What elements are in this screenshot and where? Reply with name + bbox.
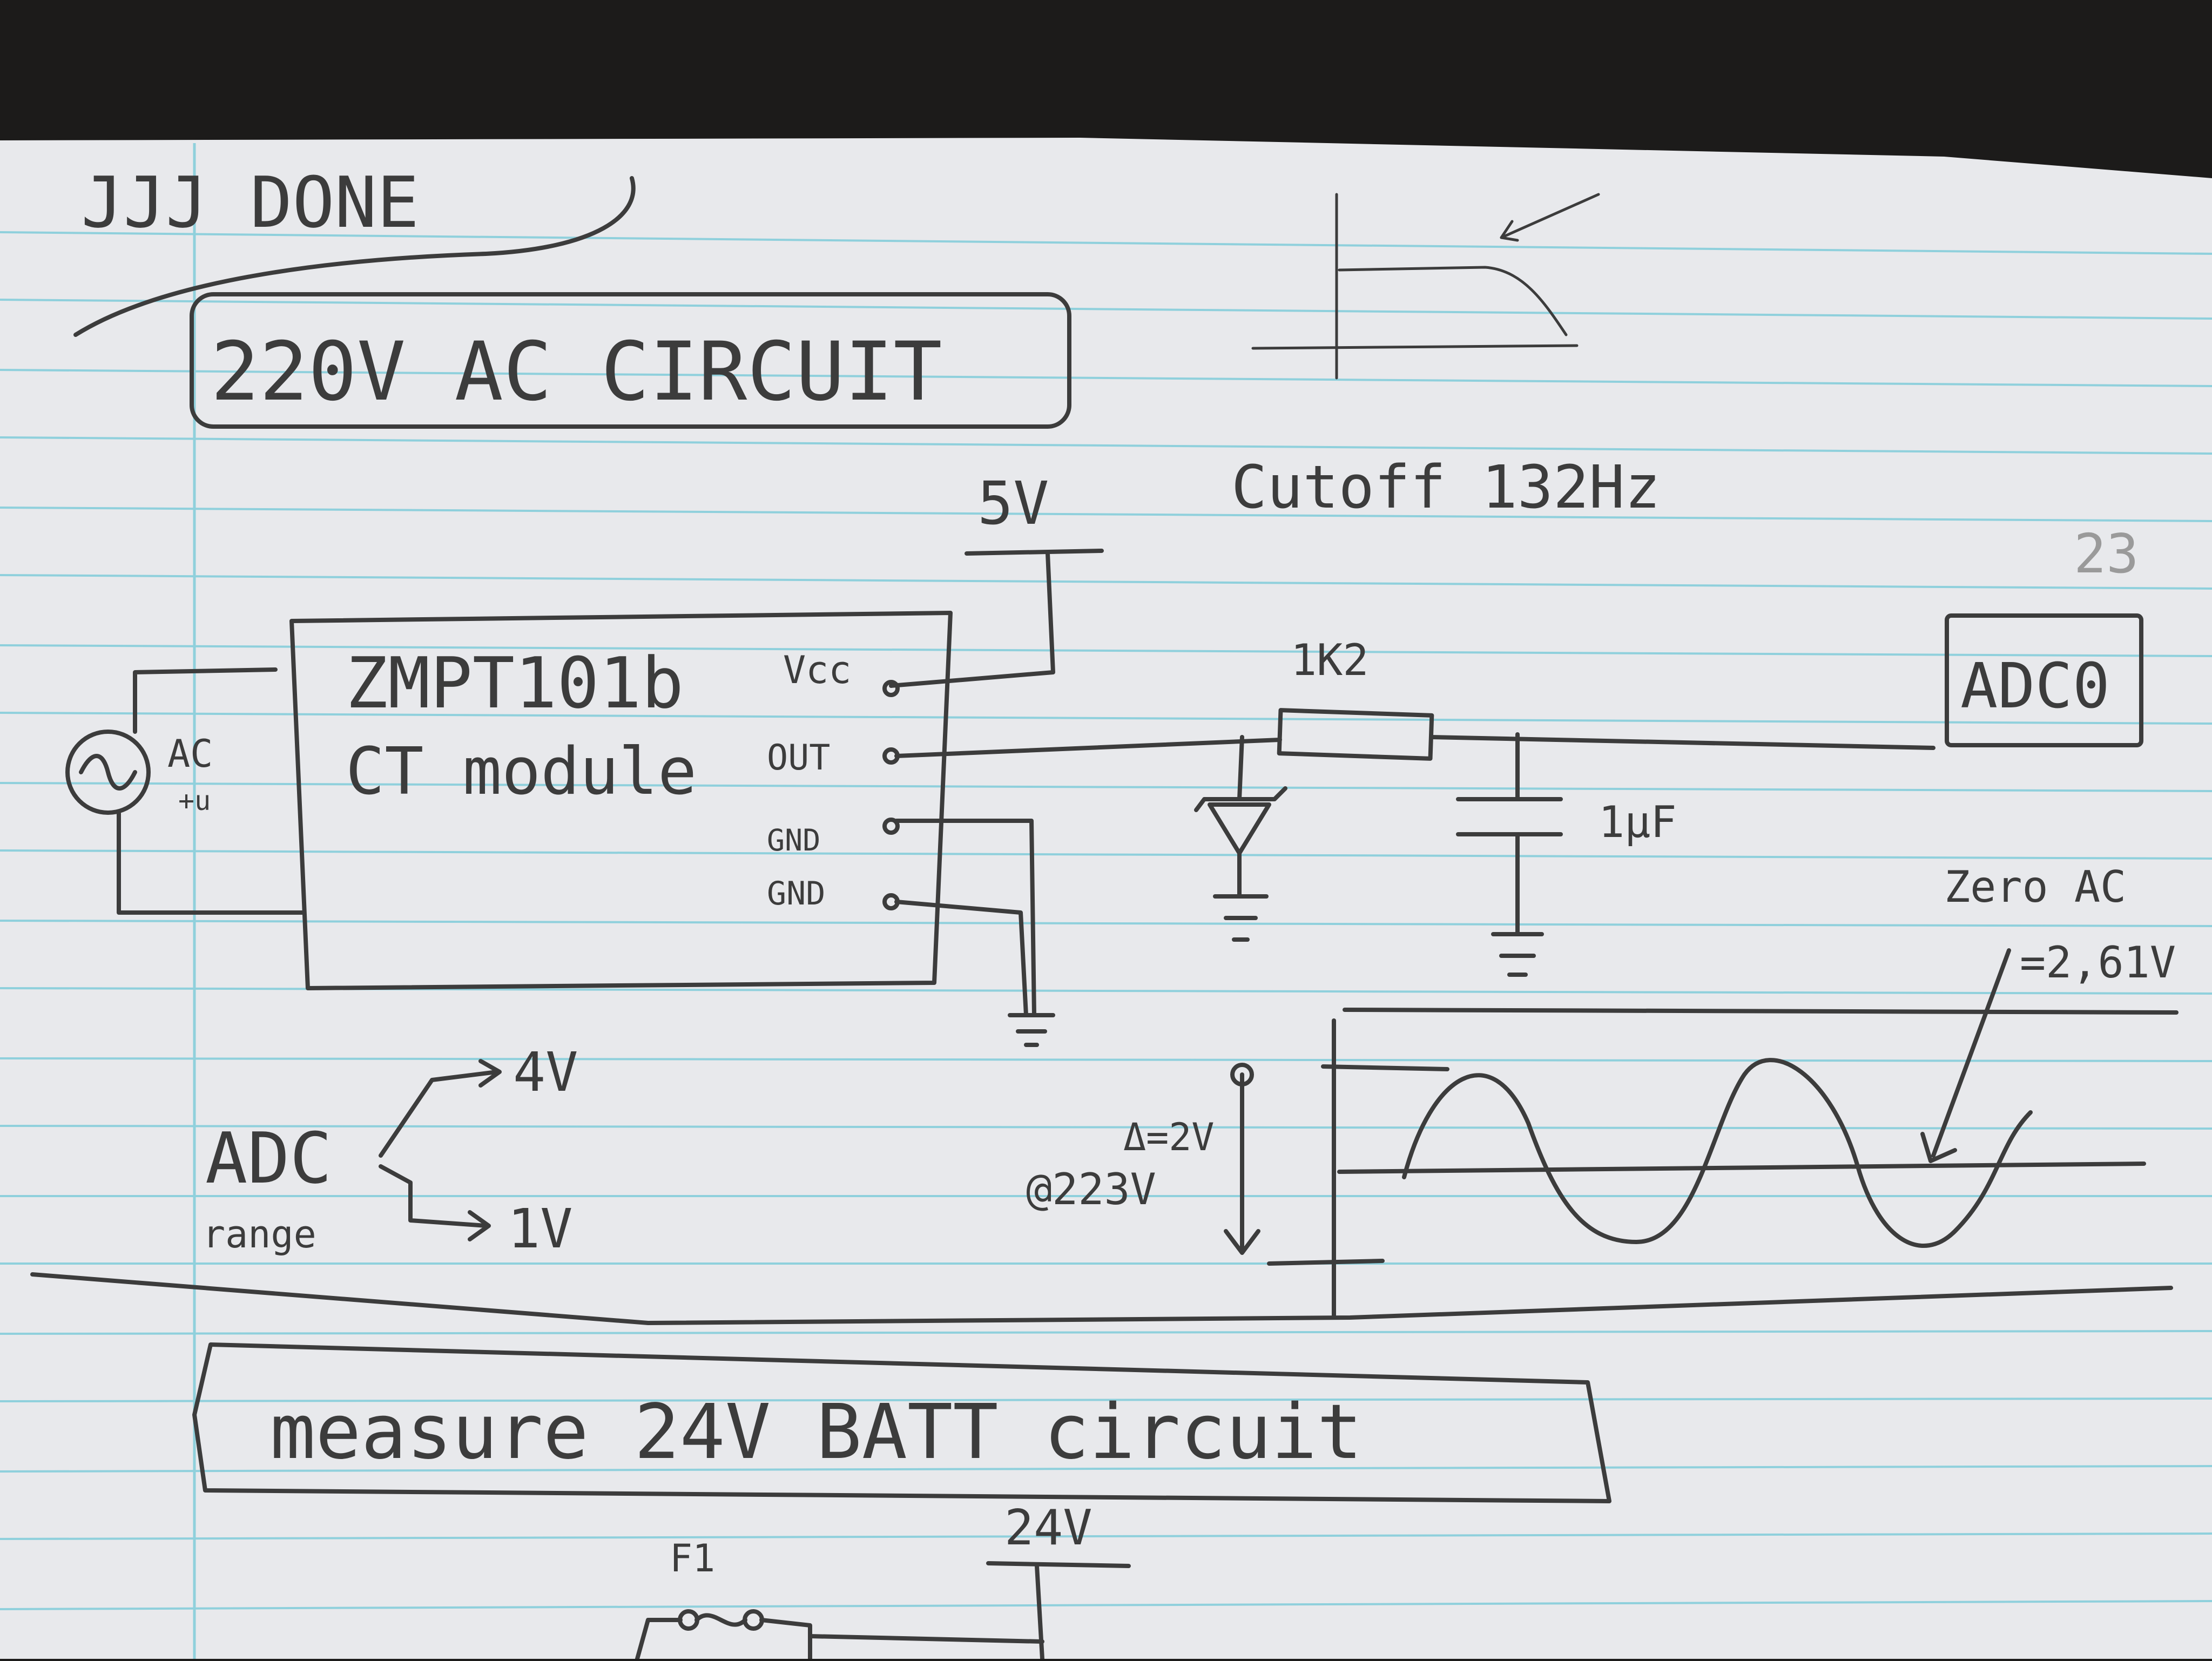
adc-range-arrows xyxy=(379,1059,502,1241)
batt-supply-label: 24V xyxy=(1004,1500,1092,1556)
module-ground-wire xyxy=(894,819,1036,1017)
done-note: JJJ DONE xyxy=(81,161,419,244)
signal-wire xyxy=(894,735,1936,758)
adc-range-high: 4V xyxy=(513,1041,578,1104)
zero-ac-label: Zero AC xyxy=(1944,862,2126,912)
delta-label: Δ=2V xyxy=(1123,1115,1215,1159)
pin-vcc xyxy=(882,680,900,697)
zero-ac-value: =2,61V xyxy=(2020,937,2176,988)
section2-title-box xyxy=(192,1342,1611,1503)
capacitor-label: 1µF xyxy=(1599,797,1677,847)
cutoff-note: Cutoff 132Hz xyxy=(1231,453,1661,522)
adc-range-sublabel: range xyxy=(203,1212,316,1257)
pin-gnd1-label: GND xyxy=(767,823,820,857)
pin-gnd2-label: GND xyxy=(767,875,825,913)
at-label: @223V xyxy=(1026,1164,1156,1214)
section-divider xyxy=(30,1272,2173,1325)
zero-ac-arrow xyxy=(1920,948,2011,1163)
delta-arrow xyxy=(1224,1072,1260,1255)
fuse-icon xyxy=(635,1609,1044,1661)
module-ground-icon xyxy=(1008,1013,1055,1047)
ac-source-label: AC xyxy=(167,732,213,776)
filter-response-sketch xyxy=(1251,193,1600,380)
ac-source-sublabel: +u xyxy=(178,785,211,816)
waveform-top-divider xyxy=(1343,1008,2179,1015)
module-box xyxy=(289,611,953,990)
adc-range-label: ADC xyxy=(205,1117,332,1199)
page-number: 23 xyxy=(2074,522,2139,585)
ac-source-wave xyxy=(79,754,137,791)
module-name: ZMPT101b xyxy=(346,642,684,724)
adc0-box xyxy=(1945,613,2143,747)
supply-5v-wire xyxy=(889,549,1104,688)
supply-5v-label: 5V xyxy=(977,469,1049,538)
ac-source-icon xyxy=(65,730,151,815)
pin-gnd1 xyxy=(882,818,900,835)
zener-diode-icon xyxy=(1194,735,1287,942)
ac-source-wires xyxy=(117,667,305,915)
section2-title: measure 24V BATT circuit xyxy=(270,1388,1363,1476)
waveform-zero-axis xyxy=(1337,1162,2146,1174)
waveform-peak-tick xyxy=(1321,1064,1449,1071)
module-desc: CT module xyxy=(346,734,697,809)
capacitor-icon xyxy=(1456,732,1563,977)
adc0-label: ADC0 xyxy=(1960,650,2110,723)
header-swoosh xyxy=(73,176,636,337)
adc-range-low: 1V xyxy=(508,1197,572,1260)
waveform-trough-tick xyxy=(1267,1259,1385,1266)
pin-vcc-label: Vcc xyxy=(783,648,851,692)
pin-out-label: OUT xyxy=(767,738,830,778)
section1-title-box xyxy=(190,292,1071,429)
fuse-label: F1 xyxy=(670,1536,715,1581)
section1-title: 220V AC CIRCUIT xyxy=(211,325,942,419)
resistor-label: 1K2 xyxy=(1291,635,1369,685)
resistor-1k2 xyxy=(1277,708,1434,761)
waveform-sine xyxy=(1402,1058,2033,1248)
